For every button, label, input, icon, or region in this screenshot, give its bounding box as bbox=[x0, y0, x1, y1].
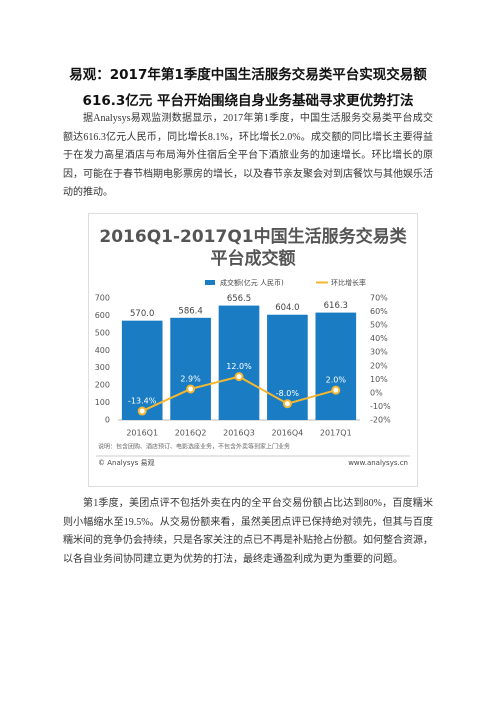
y2-tick-label: 40% bbox=[370, 334, 388, 343]
legend-label: 成交额(亿元 人民币) bbox=[220, 278, 284, 287]
y-tick-label: 700 bbox=[95, 294, 110, 303]
legend-label: 环比增长率 bbox=[331, 278, 366, 287]
paragraph: 第1季度，美团点评不包括外卖在内的全平台交易份额占比达到80%，百度糯米则小幅缩… bbox=[63, 498, 433, 565]
y2-tick-label: 0% bbox=[370, 388, 383, 397]
bar-value-label: 604.0 bbox=[275, 303, 299, 313]
paragraph: 据Analysys易观监测数据显示，2017年第1季度，中国生活服务交易类平台成… bbox=[63, 113, 433, 198]
bar bbox=[315, 312, 357, 420]
y2-tick-label: 30% bbox=[370, 348, 388, 357]
bar bbox=[170, 317, 211, 420]
y2-tick-label: 20% bbox=[370, 361, 388, 370]
x-tick-label: 2016Q3 bbox=[223, 429, 255, 438]
y2-tick-label: -10% bbox=[370, 402, 391, 411]
y2-tick-label: -20% bbox=[370, 416, 391, 425]
x-tick-label: 2017Q1 bbox=[320, 429, 352, 438]
y-tick-label: 600 bbox=[95, 311, 110, 320]
y-tick-label: 100 bbox=[95, 398, 110, 407]
line-marker bbox=[137, 406, 147, 416]
line-value-label: -13.4% bbox=[128, 397, 157, 406]
line-marker bbox=[282, 399, 292, 409]
y-tick-label: 0 bbox=[105, 416, 110, 425]
x-tick-label: 2016Q1 bbox=[126, 429, 158, 438]
bar-value-label: 616.3 bbox=[324, 301, 348, 311]
y-tick-label: 500 bbox=[95, 328, 110, 337]
y2-tick-label: 70% bbox=[370, 294, 388, 303]
chart: 2016Q1-2017Q1中国生活服务交易类 平台成交额 说明：包含团购、酒店预… bbox=[88, 213, 418, 487]
y2-tick-label: 10% bbox=[370, 375, 388, 384]
chart-title: 2016Q1-2017Q1中国生活服务交易类 bbox=[99, 226, 407, 247]
x-tick-label: 2016Q4 bbox=[272, 429, 304, 438]
doc-title: 易观：2017年第1季度中国生活服务交易类平台实现交易额616.3亿元 平台开始… bbox=[69, 67, 427, 109]
bar-value-label: 586.4 bbox=[178, 306, 202, 316]
line-value-label: 12.0% bbox=[226, 362, 252, 371]
line-value-label: 2.0% bbox=[326, 376, 347, 385]
y-tick-label: 400 bbox=[95, 346, 110, 355]
x-tick-label: 2016Q2 bbox=[175, 429, 207, 438]
y-tick-label: 200 bbox=[95, 381, 110, 390]
line-marker bbox=[186, 384, 196, 394]
line-marker bbox=[331, 385, 341, 395]
line-value-label: -8.0% bbox=[276, 389, 300, 398]
chart-title: 平台成交额 bbox=[211, 248, 296, 269]
y2-tick-label: 50% bbox=[370, 321, 388, 330]
website: www.analysys.cn bbox=[348, 459, 408, 467]
line-marker bbox=[234, 372, 244, 382]
bar bbox=[218, 305, 260, 420]
chart-note: 说明：包含团购、酒店预订、电影选座业务，不包含外卖等到家上门业务 bbox=[98, 443, 290, 451]
y-tick-label: 300 bbox=[95, 363, 110, 372]
source: © Analysys 易观 bbox=[98, 459, 155, 467]
line-value-label: 2.9% bbox=[180, 374, 201, 383]
legend-swatch bbox=[205, 280, 215, 285]
bar bbox=[121, 320, 163, 420]
bar-value-label: 656.5 bbox=[227, 294, 251, 304]
y2-tick-label: 60% bbox=[370, 307, 388, 316]
bar-value-label: 570.0 bbox=[130, 309, 154, 319]
